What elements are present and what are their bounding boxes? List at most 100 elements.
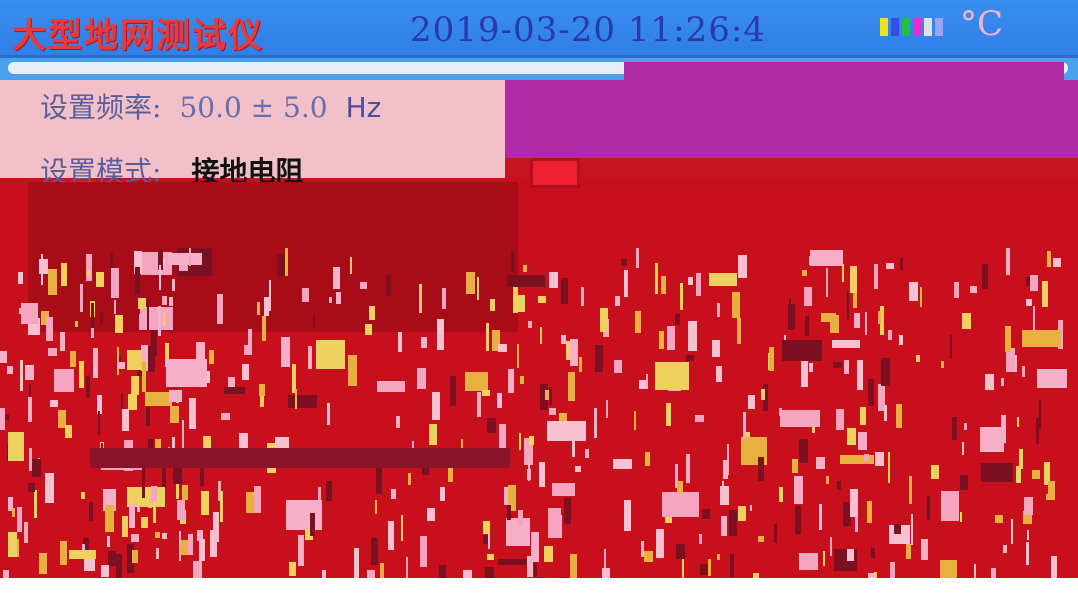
- glitch-mark: [884, 405, 887, 421]
- glitch-mark: [524, 438, 533, 465]
- glitch-mark: [927, 496, 930, 520]
- glitch-mark: [517, 344, 519, 368]
- glitch-mark: [466, 272, 475, 294]
- glitch-mark: [348, 355, 357, 386]
- glitch-mark: [604, 549, 606, 571]
- glitch-mark: [28, 483, 35, 492]
- glitch-mark: [906, 544, 911, 559]
- glitch-mark: [122, 516, 128, 537]
- glitch-mark: [316, 340, 345, 369]
- glitch-mark: [34, 490, 37, 518]
- glitch-mark: [738, 255, 747, 278]
- glitch-mark: [288, 395, 317, 408]
- glitch-mark: [549, 408, 556, 415]
- glitch-mark: [497, 393, 502, 408]
- glitch-mark: [429, 424, 437, 445]
- glitch-mark: [93, 348, 98, 378]
- glitch-mark: [840, 455, 874, 464]
- glitch-mark: [507, 505, 511, 520]
- glitch-mark: [165, 343, 169, 367]
- title-bar: 大型地网测试仪 2019-03-20 11:26:4 °C: [0, 0, 1078, 58]
- glitch-mark: [107, 536, 110, 547]
- glitch-mark: [826, 268, 828, 297]
- settings-panel: [0, 80, 505, 180]
- glitch-mark: [621, 259, 627, 266]
- glitch-mark: [162, 468, 166, 488]
- glitch-mark: [131, 376, 139, 395]
- glitch-mark: [483, 535, 489, 544]
- glitch-mark: [391, 489, 396, 499]
- glitch-mark: [365, 324, 372, 335]
- glitch-mark: [422, 466, 429, 475]
- glitch-mark: [41, 254, 43, 285]
- glitch-mark: [780, 410, 820, 427]
- glitch-mark: [0, 408, 5, 430]
- glitch-mark: [723, 460, 728, 479]
- glitch-mark: [437, 319, 444, 350]
- glitch-mark: [950, 335, 952, 359]
- purple-strip: [624, 62, 1064, 80]
- glitch-mark: [151, 486, 157, 503]
- temperature-unit: °C: [960, 4, 1004, 44]
- status-icon-6: [935, 18, 943, 36]
- app-title: 大型地网测试仪: [12, 16, 264, 56]
- glitch-mark: [110, 253, 113, 278]
- glitch-mark: [606, 400, 608, 418]
- glitch-mark: [639, 380, 647, 389]
- frequency-setting[interactable]: 设置频率: 50.0 ± 5.0 Hz: [40, 86, 381, 126]
- glitch-mark: [888, 452, 890, 483]
- glitch-mark: [991, 568, 996, 584]
- glitch-mark: [737, 318, 741, 344]
- glitch-mark: [172, 279, 175, 291]
- glitch-mark: [686, 355, 694, 361]
- glitch-mark: [941, 361, 944, 368]
- glitch-mark: [333, 267, 340, 289]
- glitch-mark: [788, 304, 795, 330]
- glitch-mark: [655, 362, 689, 390]
- glitch-mark: [729, 510, 737, 536]
- glitch-mark: [802, 270, 807, 276]
- glitch-mark: [218, 481, 221, 501]
- glitch-mark: [118, 362, 125, 369]
- glitch-mark: [139, 314, 144, 330]
- glitch-mark: [539, 462, 545, 487]
- glitch-mark: [795, 506, 801, 534]
- glitch-mark: [850, 266, 857, 293]
- glitch-mark: [158, 249, 163, 270]
- glitch-mark: [843, 502, 851, 526]
- glitch-mark: [1044, 462, 1050, 485]
- glitch-mark: [197, 530, 203, 541]
- glitch-mark: [17, 507, 22, 532]
- glitch-mark: [624, 270, 628, 297]
- glitch-mark: [1019, 449, 1023, 469]
- glitch-mark: [980, 427, 1004, 452]
- glitch-mark: [46, 317, 53, 341]
- glitch-mark: [96, 272, 104, 287]
- glitch-mark: [699, 534, 702, 544]
- glitch-mark: [595, 345, 603, 372]
- glitch-mark: [201, 491, 209, 515]
- glitch-mark: [131, 534, 139, 542]
- glitch-mark: [858, 432, 867, 450]
- glitch-mark: [275, 437, 289, 448]
- glitch-mark: [86, 254, 92, 281]
- glitch-mark: [60, 541, 67, 565]
- glitch-mark: [487, 554, 494, 560]
- glitch-mark: [712, 340, 720, 357]
- glitch-mark: [86, 376, 90, 398]
- glitch-mark: [188, 534, 193, 555]
- glitch-mark: [196, 342, 205, 363]
- mode-toggle-button[interactable]: [530, 158, 580, 188]
- glitch-mark: [1053, 258, 1061, 267]
- glitch-mark: [295, 389, 297, 409]
- glitch-mark: [878, 384, 885, 411]
- glitch-mark: [579, 357, 582, 372]
- glitch-mark: [511, 251, 514, 272]
- glitch-mark: [585, 449, 589, 458]
- glitch-mark: [217, 294, 223, 324]
- glitch-mark: [875, 452, 884, 466]
- glitch-mark: [20, 360, 23, 391]
- frequency-unit: Hz: [345, 91, 382, 124]
- glitch-mark: [1037, 369, 1067, 388]
- glitch-mark: [528, 457, 530, 481]
